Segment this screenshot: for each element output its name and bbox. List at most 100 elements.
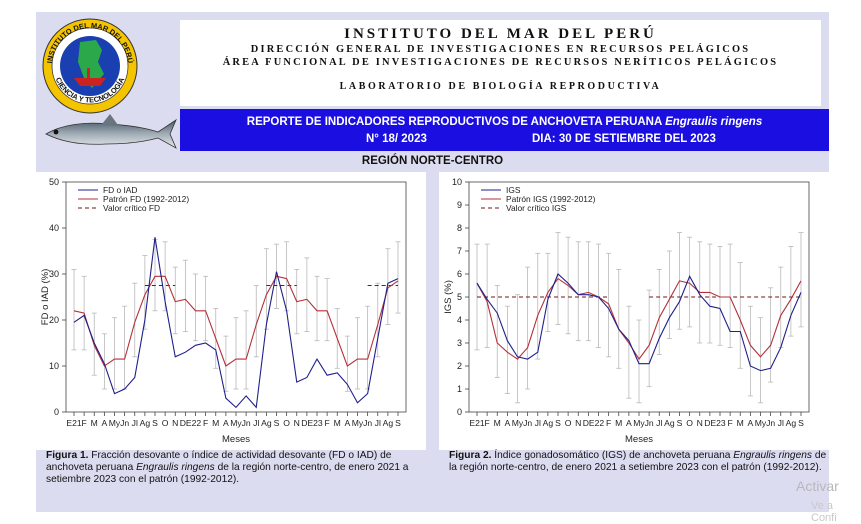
x-tick-label: N	[294, 418, 300, 428]
x-tick-label: Jl	[132, 418, 138, 428]
x-tick-label: DE22	[180, 418, 202, 428]
observed-series-line	[73, 237, 399, 409]
report-title-text: REPORTE DE INDICADORES REPRODUCTIVOS DE …	[246, 116, 662, 128]
x-tick-label: Jl	[375, 418, 381, 428]
x-tick-label: N	[697, 418, 703, 428]
x-tick-label: Jl	[253, 418, 259, 428]
x-tick-label: M	[212, 418, 219, 428]
y-tick-label: 4	[457, 315, 462, 325]
x-tick-label: A	[505, 418, 511, 428]
x-tick-label: Jn	[523, 418, 532, 428]
legend-label: Valor crítico IGS	[506, 203, 567, 213]
x-tick-label: F	[82, 418, 87, 428]
figure-2-text-b: de la región norte-centro, de enero 2021…	[449, 450, 827, 473]
x-tick-label: M	[334, 418, 341, 428]
x-tick-label: S	[152, 418, 158, 428]
x-tick-label: M	[91, 418, 98, 428]
legend-label: Patrón FD (1992-2012)	[103, 194, 189, 204]
x-tick-label: My	[633, 418, 645, 428]
x-tick-label: Jn	[363, 418, 372, 428]
y-tick-label: 30	[49, 269, 59, 279]
x-axis-label: Meses	[222, 434, 250, 445]
x-tick-label: Jl	[656, 418, 662, 428]
direction-line: DIRECCIÓN GENERAL DE INVESTIGACIONES EN …	[250, 44, 751, 55]
header-box: INSTITUTO DEL MAR DEL PERÚ DIRECCIÓN GEN…	[180, 20, 821, 106]
lab-line: LABORATORIO DE BIOLOGÍA REPRODUCTIVA	[339, 81, 662, 92]
report-species: Engraulis ringens	[665, 116, 763, 128]
y-tick-label: 5	[457, 292, 462, 302]
x-tick-label: My	[352, 418, 364, 428]
y-tick-label: 10	[452, 177, 462, 187]
y-tick-label: 40	[49, 223, 59, 233]
x-tick-label: Ag	[261, 418, 272, 428]
x-tick-label: Jl	[535, 418, 541, 428]
x-tick-label: S	[274, 418, 280, 428]
y-tick-label: 20	[49, 315, 59, 325]
y-tick-label: 2	[457, 361, 462, 371]
report-number: N° 18/ 2023	[366, 133, 427, 145]
x-tick-label: Jn	[645, 418, 654, 428]
legend-label: FD o IAD	[103, 185, 137, 195]
legend-label: IGS	[506, 185, 521, 195]
x-tick-label: A	[102, 418, 108, 428]
x-tick-label: F	[728, 418, 733, 428]
x-tick-label: Ag	[383, 418, 394, 428]
anchovy-icon	[45, 114, 177, 149]
x-tick-label: My	[512, 418, 524, 428]
x-tick-label: A	[223, 418, 229, 428]
x-tick-label: E21	[469, 418, 485, 428]
x-tick-label: M	[737, 418, 744, 428]
x-tick-label: O	[565, 418, 572, 428]
x-tick-label: Jn	[766, 418, 775, 428]
region-title: REGIÓN NORTE-CENTRO	[361, 155, 504, 167]
x-tick-label: O	[162, 418, 169, 428]
x-tick-label: F	[485, 418, 490, 428]
x-tick-label: A	[626, 418, 632, 428]
x-tick-label: Jn	[120, 418, 129, 428]
legend-label: Valor crítico FD	[103, 203, 160, 213]
pattern-series-line	[73, 275, 399, 367]
figure-2-text-a: Índice gonadosomático (IGS) de anchoveta…	[491, 450, 734, 461]
y-tick-label: 0	[457, 407, 462, 417]
figure-1-species: Engraulis ringens	[136, 462, 215, 473]
x-tick-label: Jl	[778, 418, 784, 428]
y-tick-label: 10	[49, 361, 59, 371]
figure-2-species: Engraulis ringens	[733, 450, 813, 461]
x-tick-label: M	[615, 418, 622, 428]
x-tick-label: A	[345, 418, 351, 428]
x-tick-label: O	[283, 418, 290, 428]
x-axis-label: Meses	[625, 434, 653, 445]
fd-chart-panel: 0 10 20 30 40 50 E21 F M A My Jn Jl Ag S O N DE22 F M A My Jn J…	[36, 172, 426, 450]
x-tick-label: My	[755, 418, 767, 428]
y-tick-label: 8	[457, 223, 462, 233]
figure-1-caption: Figura 1. Fracción desovante o índice de…	[46, 450, 426, 486]
x-tick-label: Ag	[786, 418, 797, 428]
y-tick-label: 9	[457, 200, 462, 210]
y-tick-label: 1	[457, 384, 462, 394]
figure-2-caption: Figura 2. Índice gonadosomático (IGS) de…	[449, 450, 829, 474]
x-tick-label: Jn	[242, 418, 251, 428]
y-tick-label: 50	[49, 177, 59, 187]
x-tick-label: F	[325, 418, 330, 428]
x-tick-label: F	[606, 418, 611, 428]
figure-1-text-a: Fracción desovante o índice de actividad…	[46, 450, 392, 473]
activation-watermark: Activar	[796, 478, 839, 494]
x-tick-label: N	[172, 418, 178, 428]
legend-label: Patrón IGS (1992-2012)	[506, 194, 596, 204]
observed-series-line	[476, 273, 802, 372]
x-tick-label: S	[395, 418, 401, 428]
x-tick-label: Ag	[140, 418, 151, 428]
report-frame: INSTITUTO DEL MAR DEL PERÚ CIENCIA Y TEC…	[36, 12, 829, 512]
area-line: ÁREA FUNCIONAL DE INVESTIGACIONES DE REC…	[222, 57, 779, 68]
x-tick-label: E21	[66, 418, 82, 428]
x-tick-label: My	[230, 418, 242, 428]
x-tick-label: S	[798, 418, 804, 428]
x-tick-label: DE23	[704, 418, 726, 428]
x-tick-label: S	[677, 418, 683, 428]
y-axis-label: FD o IAD (%)	[40, 269, 51, 325]
imarpe-logo: INSTITUTO DEL MAR DEL PERÚ CIENCIA Y TEC…	[42, 18, 138, 114]
figure-1-label: Figura 1.	[46, 450, 89, 461]
y-tick-label: 7	[457, 246, 462, 256]
